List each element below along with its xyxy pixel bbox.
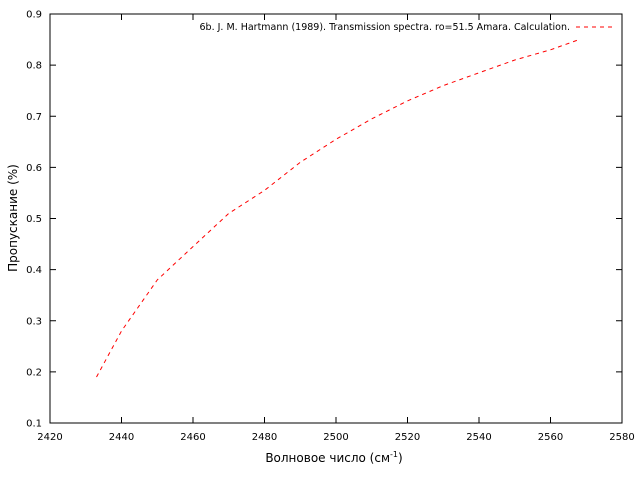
y-tick-label: 0.1 [26,419,42,430]
plot-frame [49,13,623,424]
x-axis-title-suffix: ) [398,451,403,465]
y-tick-label: 0.2 [26,367,42,378]
x-axis-title-exponent: -1 [390,450,398,459]
y-tick-label: 0.7 [26,112,42,123]
x-tick-label: 2420 [37,432,62,443]
y-tick-label: 0.5 [26,214,42,225]
series-line [96,39,580,378]
series-layer [96,39,580,378]
x-axis-title: Волновое число (см-1) [265,450,402,465]
x-tick-label: 2440 [109,432,134,443]
legend-label: 6b. J. M. Hartmann (1989). Transmission … [200,22,570,33]
y-tick-label: 0.3 [26,316,42,327]
x-tick-label: 2460 [180,432,205,443]
y-tick-label: 0.4 [26,265,42,276]
x-tick-label: 2540 [466,432,491,443]
x-tick-label: 2520 [395,432,420,443]
y-tick-label: 0.6 [26,163,42,174]
x-tick-label: 2560 [538,432,563,443]
legend: 6b. J. M. Hartmann (1989). Transmission … [200,22,612,33]
x-tick-label: 2500 [323,432,348,443]
x-tick-label: 2580 [609,432,634,443]
x-tick-label: 2480 [252,432,277,443]
y-axis-ticks: 0.1 0.2 0.3 0.4 0.5 0.6 0.7 0.8 0.9 [26,10,622,430]
y-axis-title: Пропускание (%) [6,164,20,272]
y-tick-label: 0.8 [26,61,42,72]
x-axis-title-text: Волновое число (см [265,451,390,465]
y-tick-label: 0.9 [26,10,42,21]
x-axis-ticks: 2420 2440 2460 2480 2500 2520 2540 2560 2580 [37,14,635,443]
